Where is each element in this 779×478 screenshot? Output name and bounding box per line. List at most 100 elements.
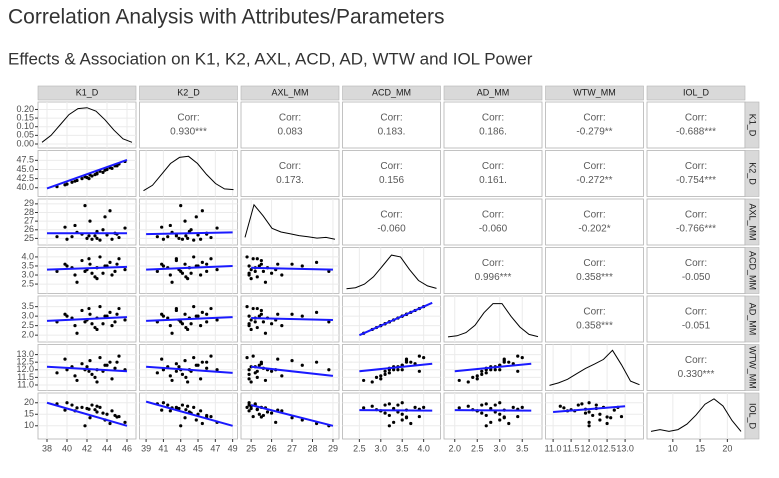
y-tick-label: 47.5 (16, 155, 34, 165)
scatter-point (98, 238, 102, 242)
scatter-point (276, 357, 280, 361)
x-tick-label: 11.5 (563, 443, 580, 453)
scatter-point (65, 401, 69, 405)
scatter-point (314, 310, 319, 314)
scatter-point (83, 320, 87, 324)
scatter-point (562, 406, 566, 410)
scatter-point (80, 308, 84, 313)
scatter-point (576, 403, 580, 407)
scatter-point (269, 271, 274, 275)
scatter-point (247, 409, 251, 413)
scatter-point (457, 378, 461, 383)
x-tick-label: 10 (668, 443, 678, 453)
y-tick-label: 10 (24, 420, 34, 430)
scatter-point (177, 236, 181, 241)
scatter-point (276, 312, 280, 316)
corr-value: -0.202* (578, 224, 610, 235)
scatter-point (174, 234, 178, 238)
scatter-point (247, 314, 251, 318)
corr-title: Corr: (583, 258, 605, 269)
scatter-point (280, 374, 284, 378)
scatter-point (160, 312, 164, 316)
corr-title: Corr: (177, 113, 199, 124)
corr-title: Corr: (583, 307, 605, 318)
scatter-point (511, 405, 515, 409)
scatter-point (280, 324, 284, 328)
scatter-point (471, 375, 475, 379)
scatter-point (507, 421, 511, 426)
fit-line (46, 265, 128, 271)
scatter-point (179, 203, 183, 208)
y-tick-label: 2.5 (21, 278, 34, 288)
scatter-point (70, 403, 74, 407)
corr-title: Corr: (685, 210, 707, 221)
scatter-point (85, 236, 89, 241)
x-tick-label: 20 (722, 443, 732, 453)
chart-subtitle: Effects & Association on K1, K2, AXL, AC… (8, 49, 533, 68)
scatter-point (200, 360, 204, 364)
scatter-point (327, 320, 331, 324)
y-tick-label: 0.20 (16, 104, 34, 114)
x-tick-label: 3.0 (493, 443, 506, 453)
scatter-point (502, 357, 506, 361)
scatter-point (95, 277, 99, 281)
scatter-point (186, 404, 190, 408)
scatter-point (484, 371, 488, 375)
scatter-point (73, 223, 77, 228)
scatter-point (183, 262, 187, 266)
panel (342, 198, 441, 246)
scatter-point (88, 416, 92, 420)
panel (545, 150, 644, 197)
scatter-point (177, 365, 181, 369)
scatter-point (280, 273, 284, 277)
scatter-point (205, 360, 209, 364)
scatter-point (73, 374, 77, 378)
scatter-point (457, 406, 461, 410)
fit-line (46, 401, 128, 427)
scatter-point (591, 413, 595, 418)
scatter-point (255, 275, 259, 279)
scatter-point (379, 374, 383, 378)
scatter-point (192, 238, 196, 242)
scatter-point (95, 327, 99, 332)
scatter-point (276, 262, 280, 266)
panel (646, 344, 746, 391)
scatter-point (516, 354, 520, 358)
fit-line (146, 264, 233, 271)
scatter-point (255, 325, 259, 330)
scatter-point (484, 402, 488, 406)
scatter-point (498, 368, 502, 372)
x-tick-label: 4.0 (417, 443, 430, 453)
x-tick-label: 13.0 (616, 443, 634, 453)
scatter-point (90, 372, 94, 376)
strip (443, 85, 543, 101)
scatter-point (300, 314, 304, 318)
y-tick-label: 25 (24, 233, 34, 243)
panel (443, 392, 543, 440)
scatter-point (98, 255, 102, 259)
scatter-point (387, 424, 391, 428)
scatter-point (290, 359, 294, 363)
scatter-point (155, 235, 159, 239)
scatter-point (199, 409, 203, 413)
strip-label: AD_MM (477, 87, 510, 97)
panel (139, 150, 238, 197)
scatter-point (115, 164, 119, 168)
scatter-point (63, 408, 67, 412)
y-tick-label: 20 (24, 397, 34, 407)
scatter-point (63, 262, 67, 266)
density-line (41, 107, 133, 143)
scatter-point (489, 420, 493, 424)
scatter-point (417, 414, 421, 419)
scatter-point (80, 258, 84, 263)
strip-label: IOL_D (748, 403, 758, 430)
scatter-point (255, 407, 259, 411)
scatter-point (108, 260, 112, 264)
x-tick-label: 40 (62, 443, 72, 453)
scatter-point (65, 368, 69, 372)
scatter-point (90, 174, 94, 178)
scatter-point (123, 420, 127, 424)
scatter-point (90, 322, 94, 326)
strip (646, 85, 746, 101)
